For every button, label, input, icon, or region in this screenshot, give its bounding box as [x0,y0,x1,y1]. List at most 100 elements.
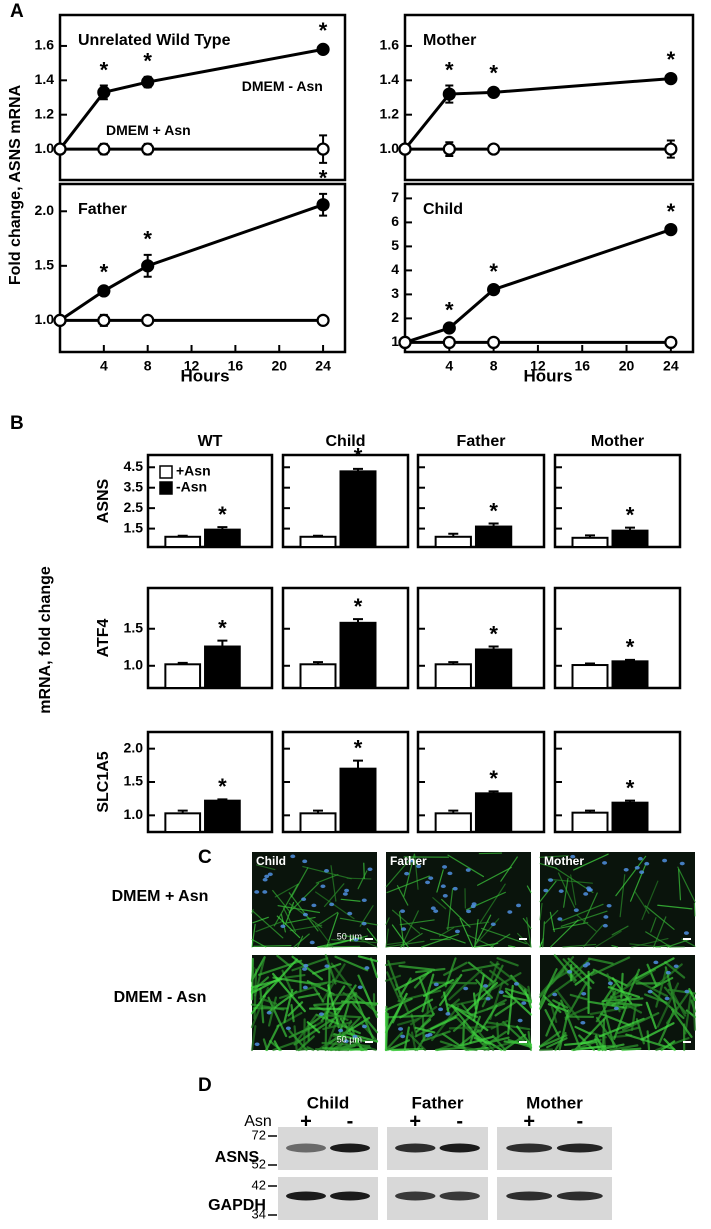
significance-mark: * [445,57,454,82]
bar [301,537,336,547]
data-point [142,260,153,271]
nucleus [264,875,269,879]
nucleus [587,888,592,892]
data-point [318,315,329,326]
nucleus [603,924,608,928]
scale-label: 50 µm [337,931,362,941]
nucleus [368,867,373,871]
significance-mark: * [489,61,498,86]
cell-fiber [252,968,253,981]
nucleus [548,878,553,882]
bar [613,803,648,832]
bar [301,664,336,688]
error-bar [353,761,363,769]
nucleus [290,855,295,859]
nucleus [344,889,349,893]
nucleus [638,857,643,861]
x-tick-label: 4 [445,358,453,374]
cell-fiber [497,1023,498,1040]
nucleus [518,1019,523,1023]
data-point [665,73,676,84]
panel-label: B [10,413,24,434]
y-tick-label: 1.4 [35,71,55,87]
nucleus [338,1029,343,1033]
y-tick-label: 4 [391,261,399,277]
group-label: Child [307,1093,350,1112]
data-point [488,284,499,295]
data-line [405,79,671,149]
y-tick-label: 4.5 [124,458,144,474]
bar [476,649,511,688]
nucleus [507,910,512,914]
nucleus [580,1021,585,1025]
nucleus [329,903,334,907]
nucleus [362,898,367,902]
nucleus [442,865,447,869]
nucleus [583,892,588,896]
chart-title: Father [78,201,127,218]
y-tick-label: 1.2 [35,105,55,121]
bar [341,623,376,688]
cell-fiber [463,1022,464,1047]
data-point [318,144,329,155]
bar [205,801,240,832]
nucleus [483,984,488,988]
data-point [318,199,329,210]
nucleus [400,909,405,913]
data-point [98,87,109,98]
nucleus [648,990,653,994]
chart-title: WT [198,433,223,450]
marker-label: 72 [252,1127,266,1142]
nucleus [447,872,452,876]
bar [613,661,648,688]
marker-label: 52 [252,1156,266,1171]
data-point [98,144,109,155]
significance-mark: * [354,594,363,619]
x-tick-label: 20 [619,358,635,374]
nucleus [347,912,352,916]
data-point [98,315,109,326]
y-tick-label: 1.4 [380,71,400,87]
y-tick-label: 2.5 [124,499,144,515]
data-point [444,337,455,348]
x-tick-label: 20 [271,358,287,374]
y-tick-label: 1.6 [35,37,55,53]
y-tick-label: 3.5 [124,478,144,494]
series-label: DMEM + Asn [106,122,191,138]
significance-mark: * [354,444,363,469]
nucleus [516,904,521,908]
x-tick-label: 16 [228,358,244,374]
nucleus [263,878,268,882]
bar [165,537,200,547]
panel-label: A [10,1,24,22]
y-axis-label: mRNA, fold change [37,566,54,714]
nucleus [453,887,458,891]
y-tick-label: 1.0 [124,806,144,822]
row-label: DMEM + Asn [112,888,209,905]
nucleus [280,924,285,928]
y-tick-label: 5 [391,237,399,253]
chart-title: Mother [423,32,476,49]
nucleus [567,970,572,974]
y-tick-label: 1.2 [380,105,400,121]
row-label: SLC1A5 [95,751,112,812]
chart-title: Mother [591,433,644,450]
blot-band [330,1192,370,1201]
nucleus [286,1026,291,1030]
nucleus [400,1035,405,1039]
significance-mark: * [100,259,109,284]
nucleus [425,881,430,885]
significance-mark: * [626,635,635,660]
y-tick-label: 6 [391,213,399,229]
significance-mark: * [218,774,227,799]
blot-band [395,1192,435,1201]
chart-title: Father [457,433,506,450]
legend-swatch [160,482,172,494]
y-tick-label: 7 [391,189,399,205]
significance-mark: * [626,775,635,800]
bar [205,647,240,688]
nucleus [362,922,367,926]
nucleus [433,909,438,913]
bar [341,769,376,832]
